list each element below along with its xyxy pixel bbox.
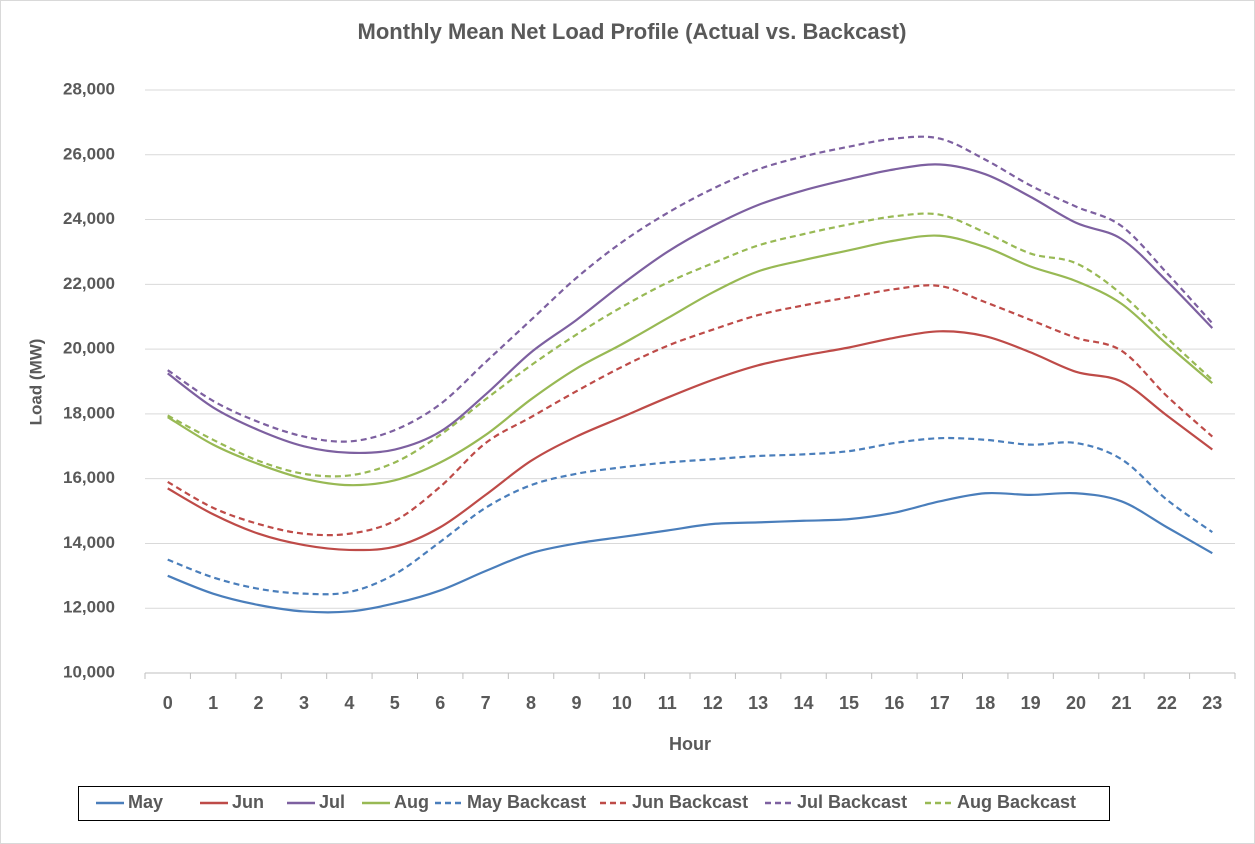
x-tick-label: 17	[930, 693, 950, 713]
line-series	[167, 330, 1213, 552]
y-tick-label: 20,000	[63, 339, 115, 358]
x-tick-label: 12	[703, 693, 723, 713]
line-series	[167, 436, 1213, 596]
y-tick-label: 26,000	[63, 144, 115, 163]
legend-label: Jul	[319, 792, 345, 812]
x-tick-label: 21	[1111, 693, 1131, 713]
x-tick-label: 20	[1066, 693, 1086, 713]
line-series	[167, 163, 1214, 455]
x-tick-label: 4	[344, 693, 354, 713]
y-axis-label: Load (MW)	[26, 339, 45, 426]
x-tick-label: 16	[884, 693, 904, 713]
x-tick-label: 0	[163, 693, 173, 713]
legend-label: Jun	[232, 792, 264, 812]
x-tick-label: 22	[1157, 693, 1177, 713]
y-tick-label: 12,000	[63, 598, 115, 617]
y-tick-label: 10,000	[63, 662, 115, 681]
x-tick-label: 1	[208, 693, 218, 713]
x-tick-label: 13	[748, 693, 768, 713]
legend-label: May Backcast	[467, 792, 586, 812]
line-series	[167, 491, 1213, 614]
x-tick-label: 18	[975, 693, 995, 713]
y-tick-label: 24,000	[63, 209, 115, 228]
y-tick-label: 14,000	[63, 533, 115, 552]
legend-label: Aug	[394, 792, 429, 812]
legend-box	[78, 786, 1110, 821]
legend-label: Aug Backcast	[957, 792, 1076, 812]
line-series	[167, 212, 1214, 478]
x-tick-label: 19	[1021, 693, 1041, 713]
x-tick-label: 8	[526, 693, 536, 713]
y-tick-label: 28,000	[63, 79, 115, 98]
x-tick-label: 7	[481, 693, 491, 713]
x-tick-label: 15	[839, 693, 859, 713]
x-tick-label: 23	[1202, 693, 1222, 713]
chart-title: Monthly Mean Net Load Profile (Actual vs…	[358, 19, 907, 44]
x-tick-label: 10	[612, 693, 632, 713]
x-axis-label: Hour	[669, 734, 711, 754]
line-series	[167, 284, 1214, 537]
x-tick-label: 9	[571, 693, 581, 713]
x-tick-label: 3	[299, 693, 309, 713]
legend-label: May	[128, 792, 163, 812]
y-tick-label: 22,000	[63, 274, 115, 293]
y-tick-label: 16,000	[63, 468, 115, 487]
x-tick-label: 2	[254, 693, 264, 713]
y-tick-label: 18,000	[63, 403, 115, 422]
legend-label: Jul Backcast	[797, 792, 907, 812]
x-tick-label: 14	[794, 693, 814, 713]
x-tick-label: 5	[390, 693, 400, 713]
legend-label: Jun Backcast	[632, 792, 748, 812]
x-tick-label: 6	[435, 693, 445, 713]
x-tick-label: 11	[658, 693, 677, 713]
line-series	[167, 234, 1214, 487]
